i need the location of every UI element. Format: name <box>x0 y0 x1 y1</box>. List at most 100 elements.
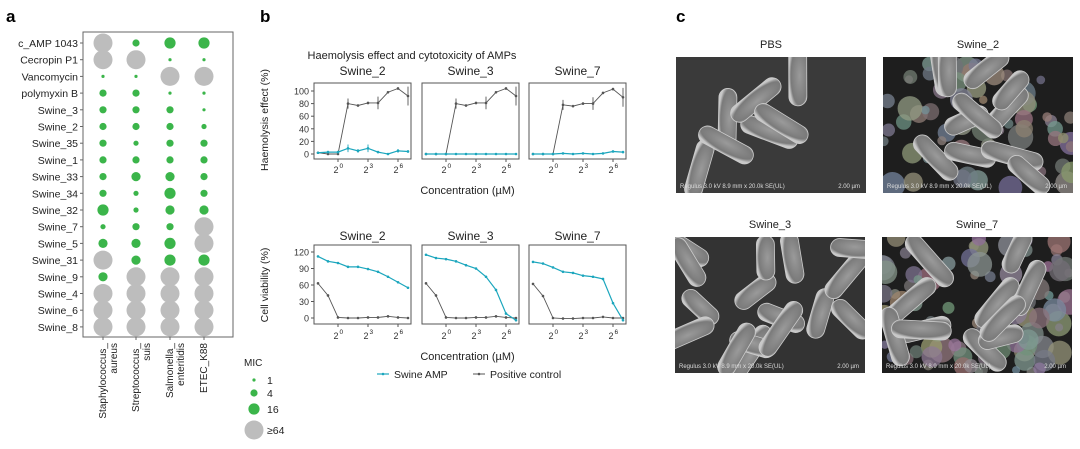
row-label: Swine_34 <box>32 188 78 200</box>
sem-scale-bar-label: 2.00 µm <box>1045 184 1067 190</box>
facet-frame <box>528 82 627 160</box>
column-label: aureus <box>109 343 120 374</box>
sem-debris <box>1057 132 1069 144</box>
row-label: Swine_31 <box>32 255 78 267</box>
sem-image: Regulus 3.0 kV 8.9 mm x 20.0k SE(UL) 2.00… <box>676 57 866 193</box>
swine-amp-point <box>571 271 575 275</box>
mic-dot <box>126 50 146 70</box>
positive-control-point <box>346 102 350 105</box>
mic-dot <box>198 37 210 49</box>
positive-control-point <box>581 316 585 320</box>
sem-debris <box>937 136 947 146</box>
sem-debris <box>1055 323 1064 332</box>
swine-amp-point <box>406 150 410 153</box>
mic-dot <box>132 106 140 114</box>
swine-amp-point <box>464 152 468 156</box>
mic-dot <box>126 300 146 320</box>
sem-debris <box>921 346 943 368</box>
mic-dot <box>131 238 141 248</box>
mic-dot <box>198 254 210 266</box>
row-label: Swine_2 <box>38 122 78 134</box>
bacterium-cell <box>758 301 804 357</box>
mic-dot <box>166 106 174 114</box>
mic-dot <box>93 33 113 53</box>
swine-amp-point <box>474 267 478 270</box>
sem-debris <box>903 172 923 192</box>
positive-control-point <box>611 316 615 320</box>
y-tick-label: 60 <box>299 281 309 291</box>
mic-dot <box>133 140 139 146</box>
mic-dot <box>200 173 208 181</box>
positive-control-point <box>611 87 615 91</box>
mic-dot <box>160 317 180 337</box>
positive-control-point <box>464 316 468 320</box>
row-label: Swine_1 <box>38 155 78 167</box>
swine-amp-point <box>366 267 370 271</box>
swine-amp-point <box>601 152 605 155</box>
panel-label-b: b <box>260 7 270 26</box>
sem-image-content: Regulus 3.0 kV 8.9 mm x 20.0k SE(UL) 2.00… <box>883 57 1073 193</box>
sem-debris <box>903 70 918 84</box>
positive-control-point <box>366 101 370 105</box>
bacterium-cell <box>755 237 776 281</box>
positive-control-point <box>484 316 488 319</box>
sem-debris <box>967 251 993 277</box>
sem-image-title: Swine_3 <box>749 219 791 231</box>
swine-amp-point <box>346 147 350 150</box>
positive-control-point <box>464 104 468 107</box>
facet-frame <box>421 244 520 325</box>
mic-dot <box>194 317 214 337</box>
mic-dot <box>202 58 206 62</box>
mic-dot <box>99 106 107 114</box>
sem-debris <box>1047 237 1071 254</box>
x-tick-exponent: 6 <box>400 163 404 170</box>
mic-dot <box>132 223 140 231</box>
positive-control-point <box>474 101 478 105</box>
mic-dot <box>97 204 109 216</box>
mic-dot <box>194 300 214 320</box>
mic-dot <box>100 224 106 230</box>
facet-title: Swine_7 <box>554 64 600 78</box>
facet-title: Swine_2 <box>339 229 385 243</box>
sem-debris <box>921 105 930 115</box>
positive-control-point <box>541 294 545 298</box>
bacterium-cell <box>734 273 777 310</box>
swine-amp-point <box>434 152 438 156</box>
swine-amp-point <box>454 152 458 156</box>
mic-dot <box>165 172 175 182</box>
bacterium-cell <box>675 316 715 351</box>
bacterium-cell <box>891 319 952 341</box>
x-axis-label: Concentration (µM) <box>420 351 514 363</box>
facet-frame <box>313 82 412 160</box>
mic-dot-plot: c_AMP 1043 Cecropin P1 Vancomycin polymyxin… <box>18 31 285 440</box>
legend-dot <box>252 378 256 382</box>
swine-amp-point <box>514 152 518 156</box>
mic-dot <box>99 89 107 97</box>
panel-label-a: a <box>6 7 16 26</box>
swine-amp-point <box>561 270 565 274</box>
positive-control-line <box>532 283 623 319</box>
mic-dot <box>168 58 172 62</box>
column-label: Staphylococcus_ <box>98 343 109 419</box>
bacterium-cell <box>675 237 707 287</box>
swine-amp-point <box>561 152 565 155</box>
sem-debris <box>1012 366 1021 373</box>
mic-dot <box>131 172 141 182</box>
facet-frame <box>421 82 520 160</box>
sem-caption: Regulus 3.0 kV 8.9 mm x 20.0k SE(UL) <box>680 184 785 190</box>
sem-debris <box>882 260 898 285</box>
x-tick-label: 2 <box>578 331 583 341</box>
y-tick-label: 40 <box>299 124 309 134</box>
bacterium-cell <box>1001 237 1033 274</box>
x-axis-label: Concentration (µM) <box>420 185 514 197</box>
positive-control-line <box>426 87 517 155</box>
legend-title: MIC <box>244 358 262 369</box>
bacterium-cell <box>979 295 1026 342</box>
x-tick-exponent: 3 <box>370 163 374 170</box>
x-tick-label: 2 <box>548 165 553 175</box>
bacterium-cell <box>681 288 720 326</box>
sem-caption: Regulus 3.0 kV 8.9 mm x 20.0k SE(UL) <box>679 364 784 370</box>
mic-dot <box>99 156 107 164</box>
swine-amp-point <box>444 152 448 156</box>
swine-amp-point <box>591 152 595 156</box>
